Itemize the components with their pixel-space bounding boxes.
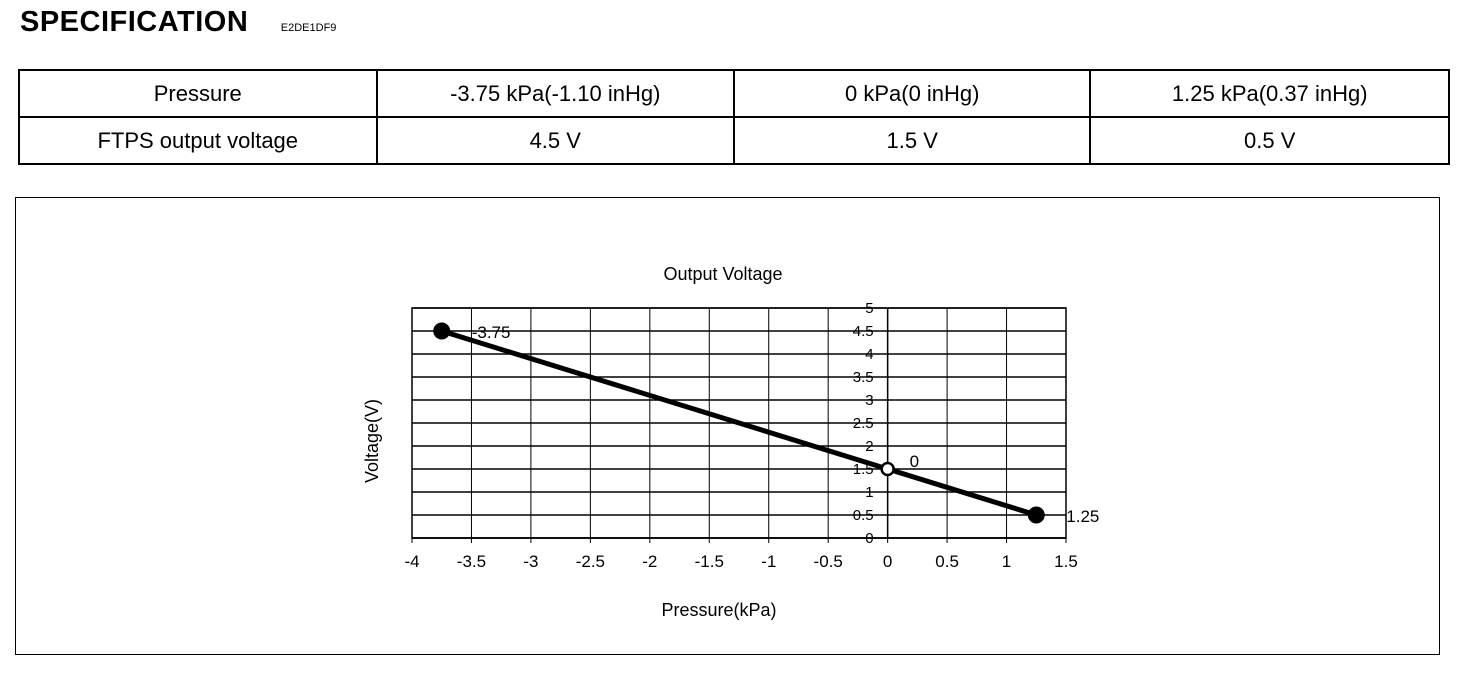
x-tick-label: -4 [404,552,419,571]
table-cell: 1.25 kPa(0.37 inHg) [1089,69,1450,118]
chart-frame: Output Voltage -4 -3.5 -3 -2.5 -2 -1.5 -1 -0.5 0… [15,197,1440,655]
x-tick-label: 1.5 [1054,552,1078,571]
document-code: E2DE1DF9 [280,22,337,34]
y-tick-label: 2 [865,438,873,455]
page-title: SPECIFICATION [20,6,249,38]
data-point [433,322,451,340]
y-tick-label: 4 [865,346,873,363]
y-tick-label: 1 [865,484,873,501]
table-cell: 0 kPa(0 inHg) [733,69,1092,118]
x-tick-label: 0 [883,552,892,571]
y-tick-label: 3.5 [853,369,874,386]
data-point-label: 0 [910,452,919,471]
y-tick-label: 0 [865,530,873,547]
x-tick-label: -3 [523,552,538,571]
data-point-label: 1.25 [1066,507,1099,526]
table-cell: 4.5 V [375,116,736,165]
data-point [1027,506,1045,524]
row-header-pressure: Pressure [18,69,378,118]
x-tick-label: 0.5 [935,552,959,571]
chart-series: -3.75 0 1.25 [433,322,1099,526]
x-axis-label: Pressure(kPa) [661,600,776,620]
x-tick-label: -2.5 [576,552,605,571]
table-cell: 1.5 V [733,116,1092,165]
table-cell: -3.75 kPa(-1.10 inHg) [375,69,736,118]
y-tick-label: 2.5 [853,415,874,432]
specification-table: Pressure -3.75 kPa(-1.10 inHg) 0 kPa(0 i… [18,69,1450,165]
output-voltage-chart: Output Voltage -4 -3.5 -3 -2.5 -2 -1.5 -1 -0.5 0… [362,264,1099,620]
y-tick-label: 4.5 [853,323,874,340]
data-point-label: -3.75 [472,323,511,342]
x-tick-label: -1.5 [695,552,724,571]
x-tick-label: -2 [642,552,657,571]
y-tick-label: 5 [865,300,873,317]
table-row: FTPS output voltage 4.5 V 1.5 V 0.5 V [18,116,1450,165]
y-tick-label: 3 [865,392,873,409]
row-header-output-voltage: FTPS output voltage [18,116,378,165]
table-cell: 0.5 V [1089,116,1450,165]
x-tick-label: -3.5 [457,552,486,571]
x-tick-label: 1 [1002,552,1011,571]
x-tick-label: -1 [761,552,776,571]
data-point [880,461,895,477]
page-heading: SPECIFICATION E2DE1DF9 [20,6,336,46]
x-tick-label: -0.5 [814,552,843,571]
y-tick-label: 0.5 [853,507,874,524]
y-axis-label: Voltage(V) [362,399,382,483]
table-row: Pressure -3.75 kPa(-1.10 inHg) 0 kPa(0 i… [18,69,1450,118]
chart-title: Output Voltage [663,264,782,284]
chart-ticks: -4 -3.5 -3 -2.5 -2 -1.5 -1 -0.5 0 0.5 1 1.500.511.5… [404,300,1077,571]
